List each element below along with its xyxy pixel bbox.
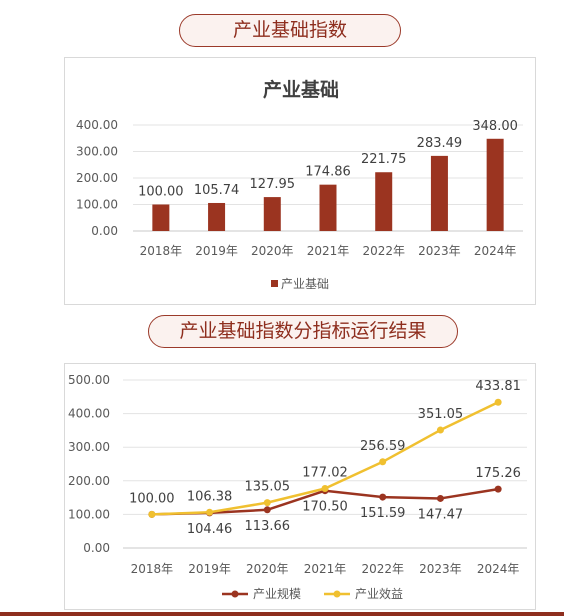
y-tick-label: 300.00 [68,440,110,454]
point-data-label: 177.02 [302,466,348,481]
y-tick-label: 0.00 [91,224,118,238]
x-tick-label: 2024年 [474,244,517,258]
y-tick-label: 0.00 [83,541,110,555]
bar-data-label: 127.95 [250,177,295,192]
y-tick-label: 500.00 [68,373,110,387]
y-tick-label: 300.00 [76,145,118,159]
bar [208,202,226,231]
legend-label: 产业效益 [355,586,403,601]
x-tick-label: 2023年 [419,562,462,576]
point-data-label: 113.66 [245,519,290,534]
point-data-label: 170.50 [302,500,348,515]
y-tick-label: 400.00 [76,118,118,132]
bar [486,138,504,231]
data-point [436,494,444,502]
bar-data-label: 100.00 [138,185,184,200]
data-point [263,499,271,507]
data-point [494,398,502,406]
data-point [321,485,329,493]
bar-chart-title: 产业基础 [263,78,339,101]
bar-chart-panel: 产业基础 0.00 100.00 200.00 300.00 400.00 100.00 2… [64,57,536,305]
data-point [148,510,156,518]
y-tick-label: 200.00 [68,474,110,488]
legend-swatch [271,280,278,287]
point-data-label: 106.38 [187,489,233,504]
data-point [494,485,502,493]
section-title-industry-base-index: 产业基础指数 [179,14,401,47]
x-tick-label: 2020年 [251,244,294,258]
x-tick-label: 2019年 [195,244,238,258]
point-data-label: 256.59 [360,439,406,454]
data-point [263,506,271,514]
point-data-label: 351.05 [418,407,464,422]
data-point [206,508,214,516]
point-data-label: 147.47 [418,507,464,522]
legend-marker [333,590,341,598]
x-tick-label: 2022年 [362,244,405,258]
bar [430,155,448,231]
line-chart: 0.00 100.00 200.00 300.00 400.00 500.00 2018年 2… [68,373,527,601]
bar-data-label: 174.86 [305,165,351,180]
bottom-rule [0,612,564,616]
bar [319,184,337,231]
x-tick-label: 2020年 [246,562,289,576]
y-tick-label: 100.00 [76,198,118,212]
point-data-label: 104.46 [187,522,233,537]
legend-label: 产业基础 [281,277,329,291]
x-tick-label: 2023年 [418,244,461,258]
point-data-label: 151.59 [360,506,406,521]
bar-data-label: 283.49 [417,136,463,151]
line-chart-panel: 0.00 100.00 200.00 300.00 400.00 500.00 2018年 2… [64,363,536,610]
bar [152,204,170,231]
x-tick-label: 2018年 [140,244,183,258]
data-point [379,458,387,466]
bar [375,172,393,231]
point-data-label: 135.05 [245,480,290,495]
section-title-sub-indicator-results: 产业基础指数分指标运行结果 [148,315,458,348]
bar-data-label: 221.75 [361,152,407,167]
x-tick-label: 2019年 [188,562,231,576]
x-tick-label: 2021年 [307,244,350,258]
bar-data-label: 105.74 [194,183,240,198]
bar-chart: 产业基础 0.00 100.00 200.00 300.00 400.00 100.00 2… [76,78,523,291]
x-tick-label: 2018年 [131,562,174,576]
y-tick-label: 200.00 [76,171,118,185]
legend-marker [231,590,239,598]
y-tick-label: 100.00 [68,507,110,521]
data-point [436,426,444,434]
x-tick-label: 2021年 [304,562,347,576]
point-data-label: 433.81 [475,379,520,394]
data-point [379,493,387,501]
x-tick-label: 2022年 [361,562,404,576]
bar [263,197,281,231]
point-data-label: 100.00 [129,491,175,506]
x-tick-label: 2024年 [477,562,520,576]
bar-data-label: 348.00 [472,119,517,134]
legend-label: 产业规模 [253,586,301,601]
point-data-label: 175.26 [475,466,520,481]
y-tick-label: 400.00 [68,407,110,421]
